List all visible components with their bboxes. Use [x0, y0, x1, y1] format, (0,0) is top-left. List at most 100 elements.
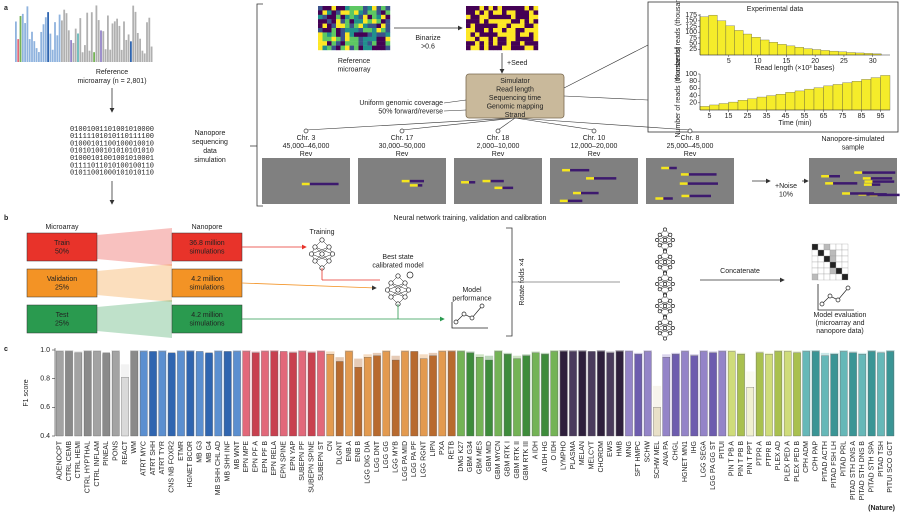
heatmap-cell — [511, 28, 516, 33]
plot-point — [469, 315, 475, 321]
bar — [289, 352, 297, 437]
x-tick-label: PXA — [439, 441, 446, 455]
heatmap-cell — [345, 45, 350, 51]
bar — [727, 351, 736, 437]
heatmap-cell — [529, 36, 534, 42]
decor-bar — [28, 39, 31, 62]
x-tick-label: MNG — [626, 441, 633, 457]
y-axis-label: Number of reads (thousands) — [675, 0, 682, 80]
read-purple — [850, 192, 875, 195]
heatmap-cell — [506, 36, 512, 42]
heatmap-cell — [475, 14, 480, 20]
matrix-cell — [829, 243, 837, 251]
heatmap-cell — [354, 6, 359, 11]
read-yellow — [562, 168, 571, 172]
decor-bar — [123, 21, 125, 62]
x-tick-label: LGG SEGA — [701, 441, 708, 478]
read-purple — [669, 166, 677, 170]
heatmap-cell — [493, 23, 498, 29]
heatmap-cell — [529, 41, 534, 46]
heatmap-cell — [358, 32, 364, 37]
x-tick-label: LYMPHO — [561, 440, 568, 470]
bar — [690, 355, 699, 437]
heatmap-cell — [354, 10, 359, 15]
heatmap-cell — [488, 14, 494, 20]
read-yellow — [821, 174, 830, 178]
histogram-bar — [768, 42, 778, 56]
heatmap-cell — [470, 32, 476, 37]
x-tick-label: LGG RGNT — [421, 440, 428, 477]
connector — [387, 282, 406, 291]
bar — [177, 351, 185, 437]
x-tick-label: GBM RTK I — [505, 441, 512, 477]
heatmap-cell — [345, 19, 350, 24]
decor-bar — [134, 11, 137, 62]
bar — [746, 387, 755, 437]
decor-bar — [148, 17, 151, 63]
x-tick-label: PITUI SCO GCT — [887, 440, 894, 492]
heatmap-cell — [372, 32, 377, 37]
read-yellow — [559, 199, 568, 203]
x-tick-label: ATRT MYC — [141, 441, 148, 476]
heatmap-cell — [502, 6, 507, 11]
x-tick-label: GBM RTK II — [514, 441, 521, 479]
bar — [307, 352, 316, 437]
heatmap-cell — [322, 6, 328, 11]
x-tick-label: SCHW — [645, 441, 652, 463]
decor-bar — [40, 31, 43, 62]
x-tick-label: CTRL HYPTHAL — [85, 441, 92, 493]
x-tick-label: REACT — [122, 440, 129, 464]
bar — [821, 355, 829, 437]
binary-string: 01000101001001010001 — [70, 155, 154, 163]
bracket — [506, 227, 513, 337]
decor-bar — [97, 20, 100, 62]
heatmap-cell — [529, 23, 534, 29]
funnel — [97, 300, 172, 338]
heatmap-cell — [466, 28, 471, 33]
column-header: Nanopore — [192, 224, 223, 231]
heatmap-cell — [502, 41, 507, 46]
heatmap-cell — [502, 19, 507, 24]
connector — [314, 246, 333, 255]
x-tick-label: 5 — [708, 113, 712, 120]
bar — [653, 407, 661, 437]
sims-label: 4.2 million — [191, 312, 223, 319]
x-tick-label: MB G3 — [197, 441, 204, 463]
funnel — [97, 228, 172, 266]
panel-title: Neural network training, validation and … — [394, 215, 547, 222]
heatmap-cell — [331, 36, 337, 42]
simulator-label: Sequencing time — [489, 95, 541, 102]
heatmap-cell — [340, 14, 346, 20]
binary-string: 01011001000101010110 — [70, 170, 154, 178]
bar — [401, 351, 409, 437]
heatmap-cell — [502, 36, 507, 42]
x-tick-label: PLEX PED B — [794, 441, 801, 482]
bar — [373, 355, 381, 437]
network-node — [670, 326, 675, 331]
bar — [55, 351, 64, 437]
network-node — [657, 265, 662, 270]
read-purple — [567, 199, 583, 203]
bar — [718, 351, 727, 437]
x-tick-label: PIN T PPT — [747, 440, 754, 474]
heatmap-cell — [376, 23, 382, 29]
decor-bar — [38, 52, 40, 62]
heatmap-cell — [466, 23, 471, 29]
read-purple — [409, 179, 424, 183]
x-tick-label: HGNET MN1 — [682, 441, 689, 482]
network-node — [326, 244, 332, 250]
sims-label: simulations — [189, 248, 225, 255]
matrix-cell — [841, 273, 849, 281]
heatmap-cell — [349, 6, 355, 11]
matrix-cell — [841, 267, 849, 275]
heatmap-cell — [515, 14, 521, 20]
read-purple — [570, 168, 590, 172]
training-label: Training — [309, 229, 334, 236]
bar — [541, 354, 549, 437]
y-tick-label: 1.0 — [40, 347, 50, 354]
bar — [74, 352, 83, 437]
heatmap-cell — [533, 10, 539, 15]
connector — [657, 283, 671, 290]
heatmap-cell — [466, 14, 471, 20]
panel-label: c — [4, 346, 8, 353]
